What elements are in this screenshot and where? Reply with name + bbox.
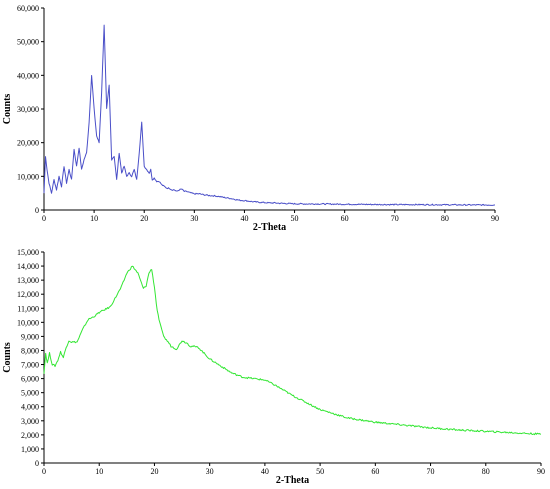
x-tick-label: 60: [341, 214, 349, 223]
y-tick-label: 60,000: [17, 4, 39, 13]
y-tick-label: 11,000: [17, 304, 39, 313]
x-tick-label: 80: [482, 467, 490, 476]
x-tick-label: 50: [316, 467, 324, 476]
y-tick-label: 3,000: [21, 417, 39, 426]
y-tick-label: 40,000: [17, 71, 39, 80]
x-tick-label: 10: [90, 214, 98, 223]
y-tick-label: 15,000: [17, 248, 39, 257]
x-tick-label: 70: [427, 467, 435, 476]
x-tick-label: 30: [206, 467, 214, 476]
x-tick-label: 90: [491, 214, 499, 223]
y-tick-label: 0: [35, 459, 39, 468]
y-tick-label: 0: [35, 206, 39, 215]
y-tick-label: 8,000: [21, 346, 39, 355]
y-tick-label: 13,000: [17, 276, 39, 285]
y-tick-label: 1,000: [21, 445, 39, 454]
x-tick-label: 10: [95, 467, 103, 476]
y-axis-title: Counts: [2, 94, 13, 125]
y-tick-label: 6,000: [21, 375, 39, 384]
x-tick-label: 60: [371, 467, 379, 476]
y-tick-label: 20,000: [17, 139, 39, 148]
series-line: [43, 24, 496, 207]
series-line: [43, 265, 542, 436]
x-tick-label: 80: [441, 214, 449, 223]
x-tick-label: 70: [391, 214, 399, 223]
y-axis-title: Counts: [2, 342, 13, 373]
y-tick-label: 9,000: [21, 332, 39, 341]
y-tick-label: 10,000: [17, 172, 39, 181]
x-tick-label: 90: [537, 467, 545, 476]
y-tick-label: 14,000: [17, 262, 39, 271]
x-tick-label: 0: [42, 467, 46, 476]
chart-bottom: 0 10 20 30 40 50 60 70 80 90 0 1,000 2,000 3,000 4,000…: [2, 248, 545, 486]
y-tick-label: 50,000: [17, 38, 39, 47]
x-tick-label: 50: [291, 214, 299, 223]
x-tick-label: 40: [240, 214, 248, 223]
y-tick-label: 4,000: [21, 403, 39, 412]
chart-top: 0 10 20 30 40 50 60 70 80 90 0 10,000 20,000 30,000 40…: [2, 4, 499, 233]
y-tick-label: 30,000: [17, 105, 39, 114]
y-tick-label: 5,000: [21, 389, 39, 398]
x-tick-label: 0: [42, 214, 46, 223]
x-tick-label: 20: [150, 467, 158, 476]
y-tick-label: 2,000: [21, 431, 39, 440]
y-tick-label: 7,000: [21, 361, 39, 370]
x-axis-title: 2-Theta: [276, 475, 309, 486]
x-tick-label: 30: [190, 214, 198, 223]
x-tick-label: 20: [140, 214, 148, 223]
y-tick-label: 12,000: [17, 290, 39, 299]
x-tick-label: 40: [261, 467, 269, 476]
y-tick-label: 10,000: [17, 318, 39, 327]
x-axis-title: 2-Theta: [253, 222, 286, 233]
